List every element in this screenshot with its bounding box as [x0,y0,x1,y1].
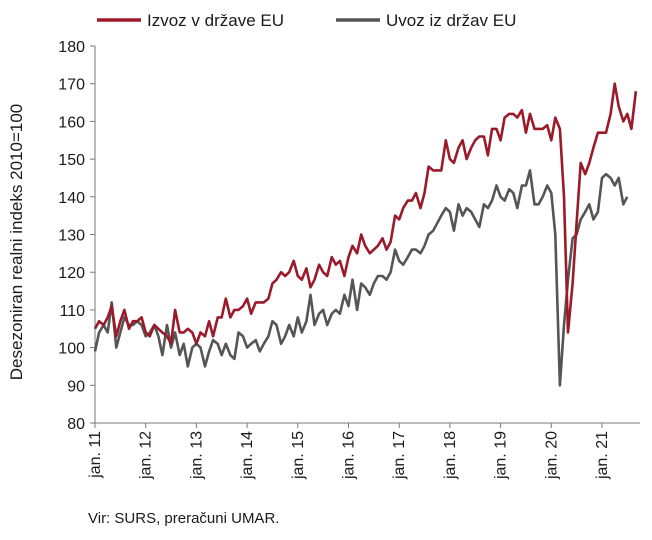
source-note: Vir: SURS, preračuni UMAR. [88,510,280,527]
y-tick-label: 130 [58,228,85,245]
y-tick-label: 90 [67,378,85,395]
legend-label-import: Uvoz iz držav EU [386,11,516,30]
x-tick-label: jan. 17 [391,431,408,480]
y-tick-label: 140 [58,190,85,207]
x-tick-label: jan. 14 [239,431,256,480]
x-ticks: jan. 11 jan. 12 jan. 13 jan. 14 jan. 15 jan. … [87,423,611,480]
y-tick-label: 110 [59,303,85,320]
series-line-export [93,82,638,346]
y-tick-label: 150 [58,152,85,169]
x-tick-label: jan. 20 [543,431,560,480]
x-tick-label: jan. 21 [594,431,611,480]
y-axis-title: Desezoniran realni indeks 2010=100 [7,104,26,380]
y-tick-label: 180 [58,39,85,56]
x-tick-label: jan. 11 [87,431,104,479]
legend: Izvoz v države EU Uvoz iz držav EU [97,11,516,30]
series-lines [93,82,638,387]
y-tick-label: 160 [58,114,85,131]
x-tick-label: jan. 12 [138,431,155,480]
line-chart: Izvoz v države EU Uvoz iz držav EU Desez… [7,11,640,480]
x-tick-label: jan. 19 [493,431,510,480]
x-tick-label: jan. 18 [442,431,459,480]
x-tick-label: jan. 15 [290,431,307,480]
y-ticks: 80 90 100 110 120 130 140 150 160 170 180 [58,39,95,433]
x-tick-label: jan. 13 [188,431,205,480]
y-tick-label: 80 [67,416,85,433]
series-line-import [93,169,629,387]
legend-label-export: Izvoz v države EU [147,11,284,30]
y-tick-label: 170 [58,77,85,94]
y-tick-label: 100 [58,341,85,358]
y-tick-label: 120 [58,265,85,282]
x-tick-label: jan. 16 [340,431,357,480]
